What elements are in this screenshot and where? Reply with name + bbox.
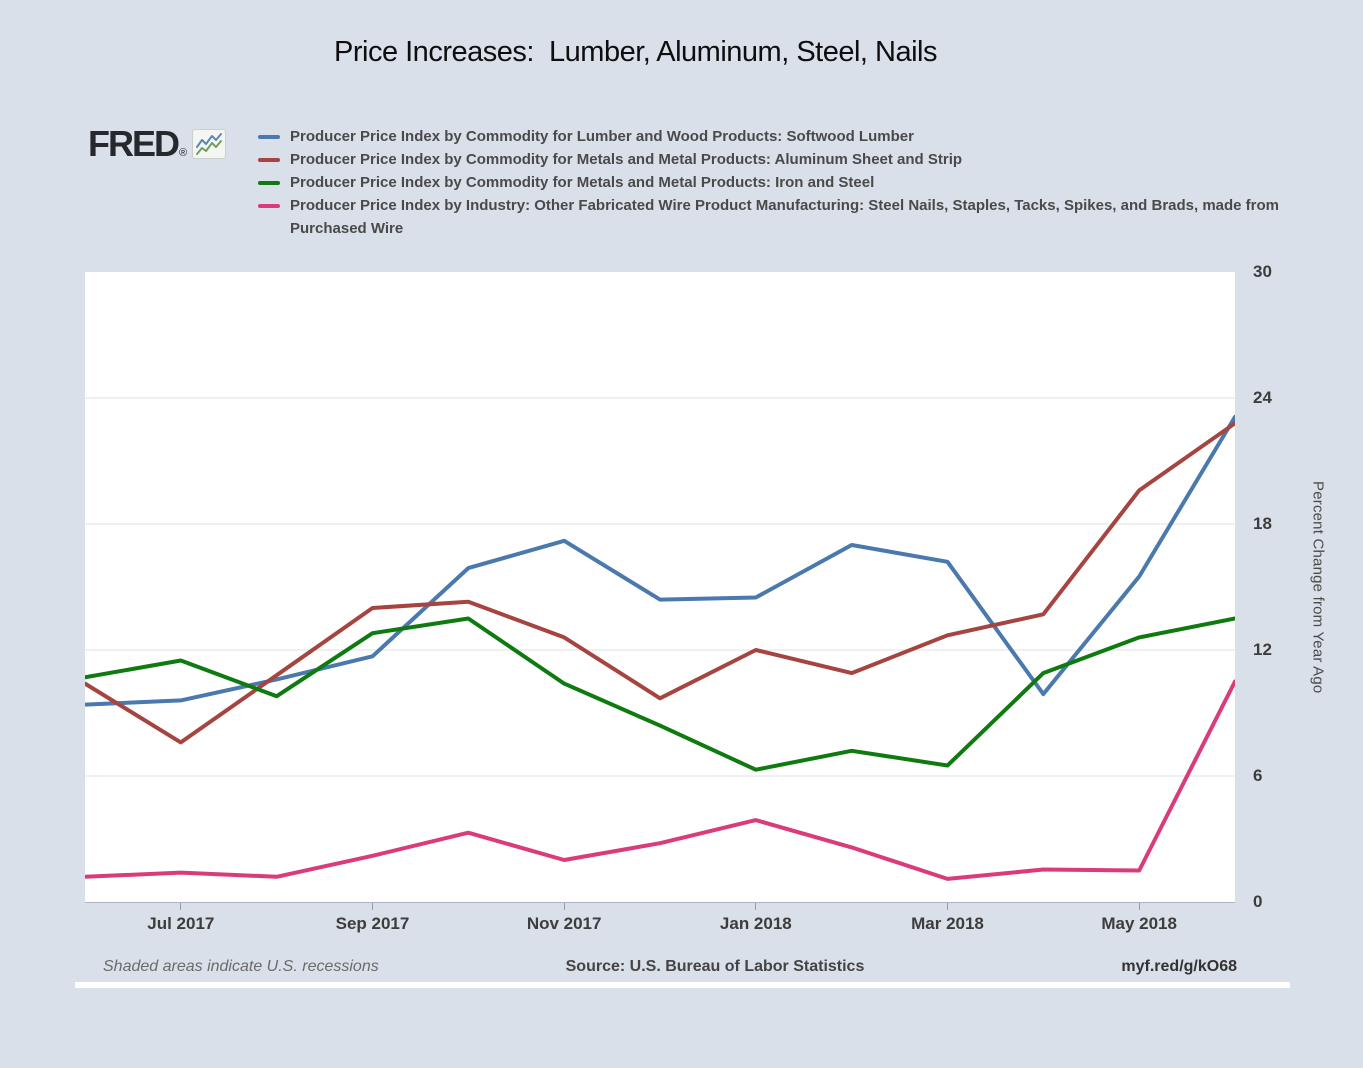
x-tick-mark <box>563 903 565 910</box>
fred-logo-text: FRED <box>88 123 180 164</box>
page-title: Price Increases: Lumber, Aluminum, Steel… <box>334 36 937 68</box>
plot-area <box>85 272 1235 903</box>
y-tick-label: 12 <box>1253 640 1272 659</box>
y-tick-label: 18 <box>1253 514 1272 533</box>
legend-label: Producer Price Index by Commodity for Me… <box>290 174 875 191</box>
fred-chart-block: FRED ® Producer Price Index by Commodity … <box>75 115 1363 988</box>
y-tick-label: 24 <box>1253 388 1272 407</box>
y-axis-title: Percent Change from Year Ago <box>1309 480 1327 694</box>
legend-item: Producer Price Index by Industry: Other … <box>258 194 1333 240</box>
x-tick-label: Sep 2017 <box>335 914 410 933</box>
x-tick-mark <box>755 903 757 910</box>
y-tick-label: 30 <box>1253 262 1272 281</box>
legend-label: Producer Price Index by Commodity for Lu… <box>290 128 914 145</box>
line-chart <box>85 397 1235 881</box>
y-axis: 0 6 12 18 24 30 <box>1253 262 1313 911</box>
x-tick-mark <box>372 903 373 910</box>
source-note: Source: U.S. Bureau of Labor Statistics <box>565 958 865 975</box>
x-tick-label: Nov 2017 <box>526 914 602 933</box>
x-tick-mark <box>180 903 182 910</box>
x-tick-mark <box>1138 903 1140 910</box>
fred-logo[interactable]: FRED ® <box>88 123 227 164</box>
y-tick-label: 0 <box>1253 892 1263 911</box>
legend-swatch <box>258 181 280 185</box>
legend-item: Producer Price Index by Commodity for Me… <box>258 171 1333 194</box>
bottom-divider <box>75 982 1290 988</box>
legend-item: Producer Price Index by Commodity for Me… <box>258 148 1333 171</box>
y-tick-label: 6 <box>1253 766 1263 785</box>
x-tick-label: May 2018 <box>1101 914 1177 933</box>
legend-item: Producer Price Index by Commodity for Lu… <box>258 125 1333 148</box>
fred-sparkline-icon <box>192 129 227 159</box>
permalink[interactable]: myf.red/g/kO68 <box>1121 958 1237 975</box>
x-tick-mark <box>947 903 948 910</box>
legend-swatch <box>258 204 280 208</box>
legend-label: Producer Price Index by Commodity for Me… <box>290 151 963 168</box>
legend-label: Producer Price Index by Industry: Other … <box>290 197 1280 237</box>
data-line <box>85 414 1235 707</box>
x-axis: Jul 2017 Sep 2017 Nov 2017 Jan 2018 Mar 2018… <box>85 903 1235 953</box>
x-tick-label: Jul 2017 <box>147 914 215 933</box>
x-tick-label: Jan 2018 <box>719 914 792 933</box>
registered-mark: ® <box>179 147 188 159</box>
data-line <box>85 679 1235 881</box>
data-line <box>85 421 1235 745</box>
legend-swatch <box>258 158 280 162</box>
legend-swatch <box>258 135 280 139</box>
x-tick-label: Mar 2018 <box>911 914 984 933</box>
data-line <box>85 616 1235 772</box>
legend: Producer Price Index by Commodity for Lu… <box>258 125 1333 240</box>
recessions-note: Shaded areas indicate U.S. recessions <box>103 958 379 975</box>
